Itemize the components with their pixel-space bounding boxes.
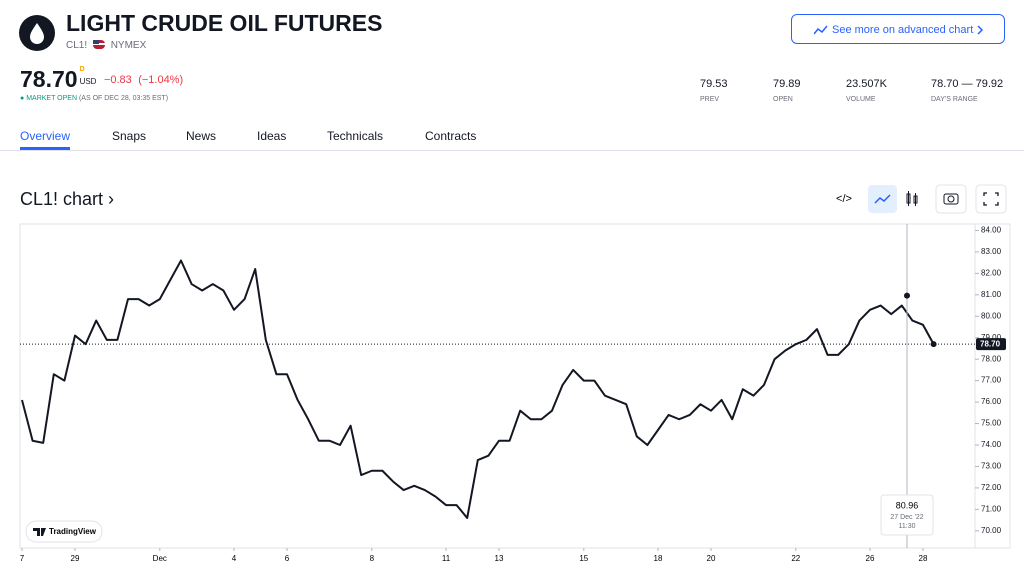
- candle-mode[interactable]: [906, 191, 918, 206]
- stat-value: 78.70 — 79.92: [931, 78, 1004, 90]
- embed-icon[interactable]: </>: [836, 193, 852, 205]
- y-tick-label: 74.00: [981, 440, 1002, 449]
- logo: [19, 15, 55, 51]
- x-tick-label: 29: [71, 554, 80, 563]
- x-tick-label: 13: [495, 554, 504, 563]
- y-tick-label: 76.00: [981, 397, 1002, 406]
- y-tick-label: 81.00: [981, 290, 1002, 299]
- y-tick-label: 80.00: [981, 311, 1002, 320]
- y-tick-label: 84.00: [981, 226, 1002, 235]
- chart-section-title[interactable]: CL1! chart ›: [20, 189, 115, 209]
- price-flag: D: [79, 66, 85, 73]
- y-tick-label: 70.00: [981, 526, 1002, 535]
- stat-label: OPEN: [773, 96, 793, 103]
- exchange: NYMEX: [110, 40, 147, 51]
- x-tick-label: 7: [20, 554, 25, 563]
- stat-label: VOLUME: [846, 96, 876, 103]
- x-tick-label: 28: [919, 554, 928, 563]
- watermark-logo: [33, 528, 46, 536]
- tab[interactable]: Overview: [20, 129, 71, 143]
- fullscreen[interactable]: [975, 184, 1007, 214]
- price-marker-box: [976, 338, 1006, 351]
- y-tick-label: 75.00: [981, 419, 1002, 428]
- x-tick-label: 18: [654, 554, 663, 563]
- x-tick-label: 4: [232, 554, 237, 563]
- plot-frame: [19, 223, 1011, 549]
- price-marker-label: 78.70: [980, 339, 1001, 348]
- status-line: ● MARKET OPEN (AS OF DEC 28, 03:35 EST): [20, 95, 168, 102]
- tooltip-box: [880, 494, 934, 536]
- as-of: (AS OF DEC 28, 03:35 EST): [78, 95, 169, 102]
- market-status: ● MARKET OPEN: [20, 95, 78, 102]
- title: LIGHT CRUDE OIL FUTURES: [66, 10, 383, 36]
- status: MARKET OPEN: [26, 95, 78, 102]
- x-tick-label: 26: [866, 554, 875, 563]
- x-tick-label: Dec: [153, 554, 167, 563]
- y-tick-label: 73.00: [981, 462, 1002, 471]
- advanced-chart-button[interactable]: See more on advanced chart: [791, 14, 1005, 44]
- y-tick-label: 82.00: [981, 268, 1002, 277]
- symbol: CL1!: [66, 40, 88, 51]
- x-tick-label: 6: [285, 554, 290, 563]
- last-point: [930, 341, 937, 348]
- x-tick-label: 11: [442, 554, 451, 563]
- tab-underline: [20, 147, 70, 150]
- tooltip-time: 11:30: [899, 523, 916, 530]
- change: −0.83: [103, 74, 132, 86]
- price-line: [21, 259, 935, 519]
- change-percent: (−1.04%): [138, 74, 184, 86]
- chart-toolbar: </>: [836, 184, 1007, 214]
- stat-value: 23.507K: [846, 78, 887, 90]
- icon: [814, 25, 828, 35]
- price: 78.70: [20, 66, 78, 92]
- tab[interactable]: Snaps: [112, 129, 147, 143]
- y-tick-label: 77.00: [981, 376, 1002, 385]
- stat-value: 79.53: [700, 78, 728, 90]
- price-line: 78.70 D USD −0.83 (−1.04%): [20, 66, 183, 93]
- x-tick-label: 8: [370, 554, 375, 563]
- x-tick-label: 15: [579, 554, 588, 563]
- tab[interactable]: Contracts: [425, 129, 477, 143]
- currency: USD: [79, 77, 97, 86]
- x-tick-label: 20: [707, 554, 716, 563]
- tooltip-value: 80.96: [896, 500, 919, 510]
- tab[interactable]: Ideas: [257, 129, 287, 143]
- flag: [92, 40, 105, 49]
- y-tick-label: 83.00: [981, 247, 1002, 256]
- hover-point: [904, 292, 910, 299]
- x-tick-label: 22: [791, 554, 800, 563]
- y-tick-label: 71.00: [981, 504, 1002, 513]
- stat-label: DAY'S RANGE: [931, 96, 978, 103]
- snapshot[interactable]: [935, 184, 967, 214]
- tab[interactable]: News: [186, 129, 217, 143]
- divider: [0, 150, 1024, 151]
- chevron: [977, 25, 984, 35]
- watermark-box: [25, 520, 103, 543]
- y-tick-label: 79.00: [981, 333, 1002, 342]
- tooltip-date: 27 Dec '22: [890, 514, 923, 521]
- stat-label: PREV: [700, 96, 720, 103]
- y-tick-label: 78.00: [981, 354, 1002, 363]
- price-suffix: D USD: [78, 66, 98, 86]
- stat-value: 79.89: [773, 78, 801, 90]
- button-label: See more on advanced chart: [832, 24, 974, 36]
- symbol-line: CL1! NYMEX: [66, 40, 146, 51]
- y-tick-label: 72.00: [981, 483, 1002, 492]
- tab[interactable]: Technicals: [327, 129, 384, 143]
- watermark: TradingView: [49, 527, 97, 536]
